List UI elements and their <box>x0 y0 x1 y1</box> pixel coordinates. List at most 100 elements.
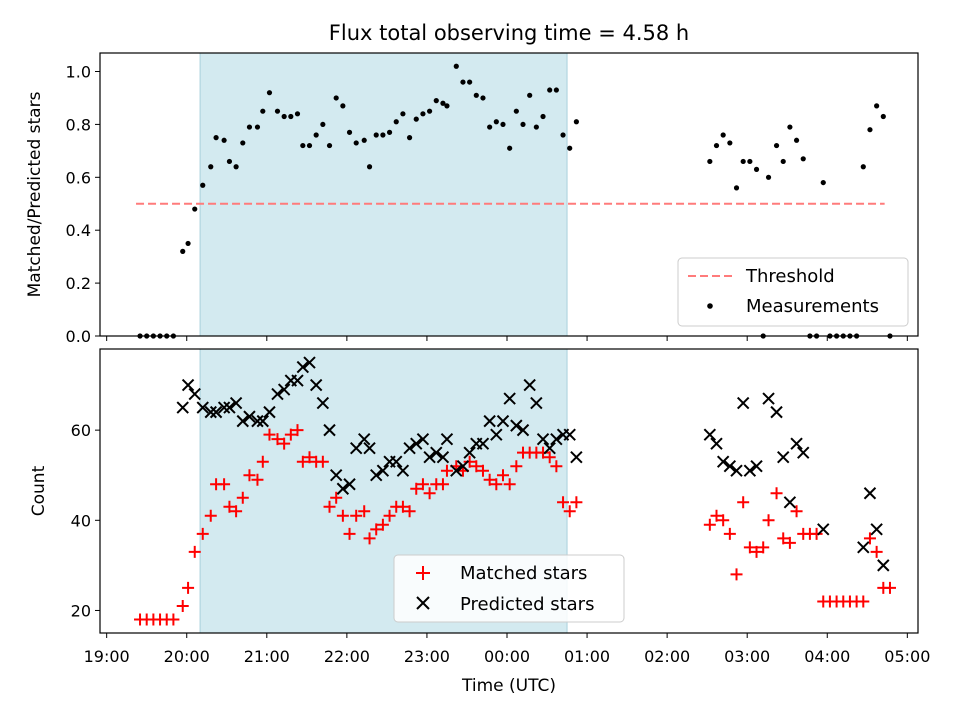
matched-star-point <box>167 613 180 626</box>
measurement-point <box>185 240 191 247</box>
predicted-star-point <box>563 428 576 441</box>
matched-star-point <box>256 455 269 468</box>
predicted-star-point <box>296 360 310 374</box>
matched-star-point <box>363 532 376 545</box>
matched-star-point <box>243 469 256 482</box>
measurement-point <box>361 137 367 143</box>
measurement-point <box>507 145 513 151</box>
x-tick-label: 05:00 <box>884 647 930 666</box>
predicted-star-point <box>710 437 723 450</box>
measurement-point <box>413 116 419 122</box>
matched-star-point <box>510 460 523 473</box>
legend-matched-swatch <box>416 566 430 580</box>
predicted-star-point <box>436 450 450 464</box>
measurement-point <box>192 206 198 212</box>
matched-star-point <box>223 500 236 513</box>
measurement-point <box>353 140 359 146</box>
matched-star-point <box>343 527 356 540</box>
matched-star-point <box>323 500 336 513</box>
matched-star-point <box>188 545 201 558</box>
predicted-star-point <box>416 432 430 446</box>
measurement-point <box>773 142 780 149</box>
measurement-point <box>467 79 473 85</box>
measurement-point <box>567 145 573 151</box>
predicted-star-point <box>790 437 803 450</box>
measurement-point <box>444 103 450 109</box>
measurement-point <box>874 103 880 109</box>
matched-star-point <box>440 464 453 477</box>
measurement-point <box>787 124 793 130</box>
predicted-star-point <box>303 356 316 369</box>
measurement-point <box>500 121 506 128</box>
measurement-point <box>281 113 287 120</box>
measurement-point <box>246 124 253 130</box>
predicted-star-point <box>316 396 330 410</box>
predicted-star-point <box>390 455 403 468</box>
measurement-point <box>793 137 800 143</box>
measurement-point <box>765 174 772 180</box>
measurement-point <box>288 113 294 120</box>
chart-title: Flux total observing time = 4.58 h <box>329 21 689 45</box>
matched-star-point <box>416 478 429 491</box>
predicted-star-point <box>530 396 543 410</box>
measurement-point <box>573 119 579 125</box>
predicted-star-point <box>196 401 209 414</box>
predicted-star-point <box>496 414 510 428</box>
predicted-star-point <box>550 432 563 446</box>
measurement-point <box>180 248 186 254</box>
bottom-panel: 20 40 60 19:00 20:00 21:00 22:00 23:00 00:00 01:… <box>29 348 930 696</box>
matched-star-point <box>730 568 743 581</box>
predicted-star-point <box>536 432 550 446</box>
measurement-point <box>707 158 713 165</box>
matched-star-point <box>717 514 730 527</box>
legend-predicted-label: Predicted stars <box>460 594 594 615</box>
measurement-point <box>233 164 239 170</box>
matched-star-point <box>236 491 249 504</box>
measurement-point <box>480 95 486 101</box>
top-legend-box <box>677 257 909 327</box>
predicted-star-point <box>223 401 236 414</box>
measurement-point <box>440 100 446 106</box>
matched-star-point <box>463 455 476 468</box>
predicted-star-point <box>762 392 775 405</box>
predicted-star-point <box>403 441 416 455</box>
matched-star-point <box>403 505 416 518</box>
predicted-star-point <box>863 487 877 500</box>
y-tick-label: 40 <box>71 511 91 530</box>
measurement-point <box>733 185 740 191</box>
matched-star-point <box>271 433 284 446</box>
measurement-point <box>713 142 720 149</box>
predicted-star-point <box>777 450 790 464</box>
top-plot-frame <box>99 52 919 337</box>
matched-star-point <box>537 446 550 459</box>
predicted-star-point <box>770 405 783 419</box>
matched-star-point <box>557 496 570 509</box>
predicted-star-point <box>329 469 343 482</box>
matched-star-point <box>783 536 796 549</box>
measurement-point <box>867 127 873 133</box>
matched-star-point <box>410 482 423 495</box>
measurement-point <box>380 132 386 138</box>
top-legend: Threshold Measurements <box>677 257 909 327</box>
measurement-point <box>753 166 760 172</box>
matched-star-point <box>436 478 449 491</box>
matched-star-point <box>857 595 870 608</box>
predicted-star-point <box>229 396 243 410</box>
predicted-star-point <box>716 455 730 468</box>
measurement-point <box>420 111 426 117</box>
matched-star-point <box>330 491 343 504</box>
predicted-star-point <box>423 450 436 464</box>
matched-star-point <box>291 424 304 437</box>
measurement-point <box>373 132 379 138</box>
predicted-star-point <box>783 496 797 509</box>
measurement-point <box>553 87 559 93</box>
measurement-point <box>366 164 373 170</box>
matched-star-point <box>703 518 716 531</box>
top-x-ticks <box>106 336 908 341</box>
matched-star-point <box>204 509 217 522</box>
legend-measurements-label: Measurements <box>746 296 879 317</box>
measurement-point <box>860 164 866 170</box>
matched-star-point <box>790 505 803 518</box>
x-tick-label: 01:00 <box>564 647 610 666</box>
